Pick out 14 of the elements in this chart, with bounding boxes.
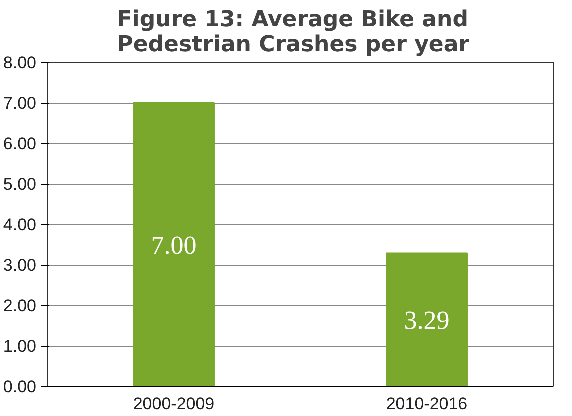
y-tick-label: 4.00: [3, 216, 37, 234]
chart-title: Figure 13: Average Bike and Pedestrian Crashes per year: [117, 8, 470, 58]
y-tick-label: 7.00: [3, 94, 37, 113]
y-tick-label: 3.00: [3, 256, 37, 275]
x-tick-label: 2010-2016: [386, 394, 468, 414]
y-tick-label: 6.00: [3, 134, 37, 154]
data-label: 3.29: [404, 306, 450, 335]
data-label: 7.00: [151, 230, 197, 260]
y-tick-label: 8.00: [3, 54, 37, 72]
y-tick-label: 5.00: [3, 175, 37, 194]
y-tick-label: 1.00: [3, 337, 37, 356]
y-tick-label: 0.00: [3, 378, 37, 396]
x-tick-label: 2000-2009: [133, 394, 215, 414]
y-tick-label: 2.00: [3, 296, 37, 316]
